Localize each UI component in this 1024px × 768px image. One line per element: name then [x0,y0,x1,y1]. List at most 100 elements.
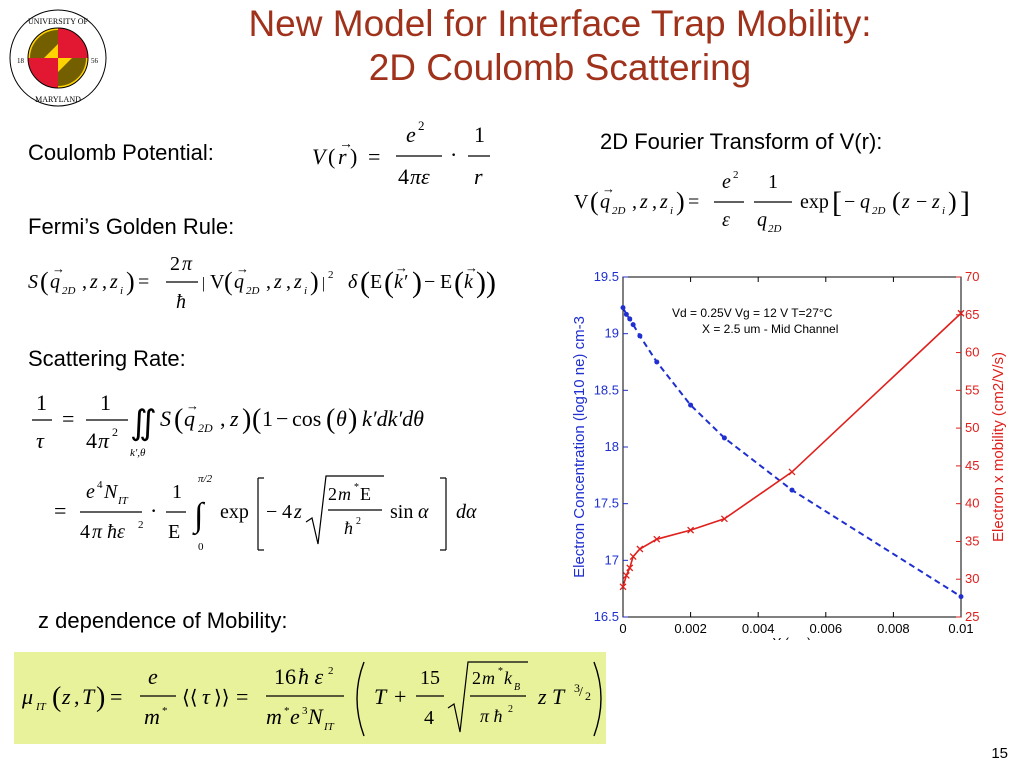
svg-text:+: + [394,684,406,709]
scattering-rate-label: Scattering Rate: [28,346,186,371]
svg-text:): ) [676,187,685,216]
svg-text:): ) [242,404,251,435]
svg-text:): ) [348,404,357,435]
mobility-point [687,526,695,534]
svg-text:(: ( [40,267,49,296]
svg-text:[: [ [832,186,842,219]
svg-text:2D: 2D [246,285,260,297]
svg-text:]: ] [960,186,970,219]
svg-text:z: z [109,271,118,293]
fermi-golden-rule-label: Fermi’s Golden Rule: [28,214,235,239]
concentration-point [627,316,633,322]
y-left-tick-label: 17.5 [594,496,619,511]
svg-text:2: 2 [328,269,334,281]
mobility-equation: μ IT ( z , T ) = e m * ⟨⟨ τ ⟩⟩ = 16 ħ ε … [21,661,602,737]
svg-text:cos: cos [292,406,321,431]
svg-text:q: q [860,191,870,213]
z-dependence-label: z dependence of Mobility: [38,608,288,633]
page-number: 15 [991,745,1008,762]
svg-text:⟨⟨: ⟨⟨ [182,687,198,709]
mobility-point [720,515,728,523]
svg-text:|: | [322,275,325,292]
university-logo: UNIVERSITY OF MARYLAND 18 56 [9,9,107,107]
svg-text:2D: 2D [768,223,782,235]
svg-text:k′dk′dθ: k′dk′dθ [362,406,424,431]
x-tick-label: 0.008 [877,621,910,636]
y-right-tick-label: 30 [965,571,979,586]
svg-text:=: = [54,498,66,523]
svg-text:k′,θ: k′,θ [130,447,146,459]
svg-text:): ) [126,267,135,296]
logo-bottom-text: MARYLAND [35,95,81,104]
x-axis-label: Y (um) [773,635,812,640]
svg-text:→: → [339,137,353,152]
svg-text:−: − [916,191,927,213]
svg-text:1: 1 [100,390,111,415]
svg-text:15: 15 [420,667,440,689]
svg-text:r: r [338,144,347,169]
svg-text:z: z [273,271,282,293]
svg-text:E: E [168,521,180,543]
svg-text:4: 4 [398,164,409,189]
svg-text:ħ ε: ħ ε [298,664,324,689]
svg-text:): ) [310,267,319,296]
mobility-point [636,545,644,553]
y-left-tick-label: 17 [605,552,619,567]
svg-text:∬: ∬ [130,405,157,442]
svg-text:i: i [670,205,673,217]
concentration-point [721,435,727,441]
coulomb-potential-label: Coulomb Potential: [28,140,214,165]
concentration-point [654,359,660,365]
fourier-transform-label: 2D Fourier Transform of V(r): [600,129,883,154]
svg-text:π ħ: π ħ [480,706,503,726]
svg-text:→: → [52,261,65,276]
svg-text:4: 4 [80,521,90,543]
y-left-tick-label: 18 [605,439,619,454]
x-tick-label: 0.01 [948,621,973,636]
scattering-rate-equation-1: 1 τ = 1 4 π 2 ∬ k′,θ S ( q → 2D , z ) ( … [32,390,424,459]
title-line-1: New Model for Interface Trap Mobility: [248,3,872,44]
svg-text:1: 1 [36,390,47,415]
svg-text:i: i [304,285,307,297]
svg-text:⟩⟩: ⟩⟩ [214,687,230,709]
svg-text:2: 2 [508,704,513,715]
svg-text:T: T [374,684,388,709]
y-right-axis-label: Electron x mobility (cm2/V/s) [990,352,1007,542]
svg-text:e: e [148,664,158,689]
svg-text:E: E [360,484,371,504]
svg-text:πε: πε [410,164,430,189]
logo-year-left: 18 [17,57,25,65]
svg-text:3: 3 [302,705,308,717]
svg-text:E: E [440,271,452,293]
svg-text:,: , [632,191,637,213]
svg-text:B: B [514,682,520,693]
svg-text:m: m [338,484,351,504]
svg-text:*: * [498,666,503,677]
svg-text:z: z [229,406,239,431]
y-right-tick-label: 40 [965,496,979,511]
svg-text:q: q [234,271,244,293]
svg-text:dα: dα [456,501,477,523]
title-line-2: 2D Coulomb Scattering [368,47,752,88]
svg-text:): ) [350,144,357,169]
svg-text:2: 2 [138,519,144,531]
svg-text:2: 2 [356,516,361,527]
svg-text:q: q [600,191,610,213]
svg-text:4: 4 [424,707,434,729]
chart-annotation-1: Vd = 0.25V Vg = 12 V T=27°C [672,306,833,320]
svg-text:e: e [406,122,416,147]
x-tick-label: 0.006 [810,621,843,636]
svg-text:(: ( [360,266,370,299]
svg-text:=: = [110,684,122,709]
svg-text:→: → [186,398,199,413]
y-right-tick-label: 35 [965,533,979,548]
svg-text:sin: sin [390,501,413,523]
svg-text:q: q [757,209,767,231]
mobility-point [788,468,796,476]
y-right-tick-label: 55 [965,382,979,397]
svg-text:V: V [574,191,589,213]
fermi-golden-rule-equation: S ( q → 2D , z , z i ) = 2 π ħ | V ( q →… [28,253,496,313]
y-right-tick-label: 65 [965,307,979,322]
concentration-point [637,333,643,339]
svg-text:z: z [931,191,940,213]
